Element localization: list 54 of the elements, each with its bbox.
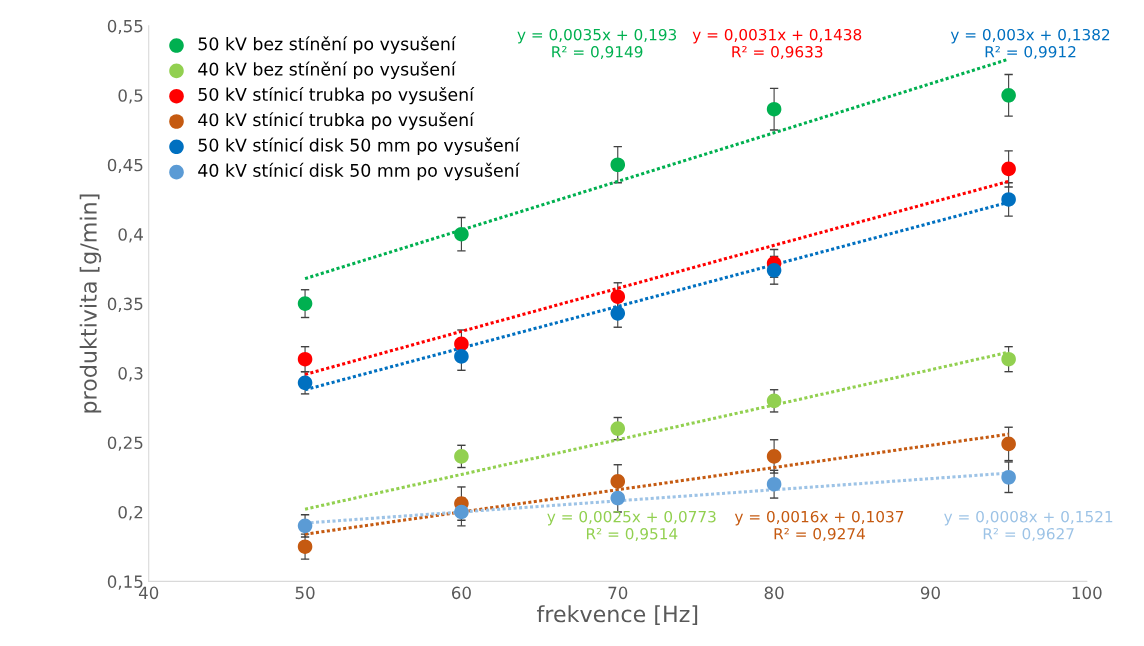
point [610, 157, 626, 173]
y-tick-label: 0,2 [118, 505, 143, 521]
legend-label: 40 kV stínicí trubka po vysušení [198, 112, 475, 130]
point [297, 351, 313, 367]
legend-label: 50 kV stínicí disk 50 mm po vysušení [198, 137, 520, 155]
y-tick-label: 0,25 [107, 436, 143, 451]
point [454, 504, 469, 520]
x-tick-label: 80 [764, 586, 784, 600]
point [610, 490, 626, 506]
y-tick-label: 0,45 [107, 158, 143, 173]
y-tick-label: 0,55 [107, 19, 143, 35]
x-tick-label: 100 [1072, 586, 1102, 600]
point [454, 449, 469, 464]
annotation: y = 0,0035x + 0,193 R² = 0,9149 [517, 28, 677, 60]
point [1001, 436, 1016, 452]
point [610, 306, 626, 321]
legend-label: 50 kV bez stínění po vysušení [198, 36, 457, 54]
point [610, 421, 626, 436]
annotation: y = 0,003x + 0,1382 R² = 0,9912 [950, 28, 1110, 60]
point [766, 476, 782, 492]
legend-label: 40 kV stínicí disk 50 mm po vysušení [198, 162, 520, 181]
annotation: y = 0,0031x + 0,1438 R² = 0,9633 [692, 28, 862, 60]
point [766, 101, 782, 117]
annotation: y = 0,0008x + 0,1521 R² = 0,9627 [944, 510, 1113, 542]
point [1001, 88, 1016, 103]
point [297, 518, 313, 534]
annotation: y = 0,0025x + 0,0773 R² = 0,9514 [547, 510, 716, 542]
point [454, 336, 469, 352]
legend-label: 50 kV stínicí trubka po vysušení [198, 86, 475, 105]
point [1001, 192, 1016, 207]
y-tick-label: 0,35 [107, 297, 143, 312]
x-tick-label: 70 [608, 586, 628, 600]
point [454, 349, 469, 364]
point [1001, 161, 1016, 177]
legend-label: 40 kV bez stínění po vysušení [198, 61, 457, 80]
point [766, 449, 782, 464]
point [454, 226, 469, 242]
point [766, 263, 782, 278]
point [297, 375, 313, 391]
y-tick-label: 0,4 [118, 228, 143, 243]
point [297, 296, 313, 311]
y-axis-title: produktivita [g/min] [79, 194, 102, 413]
x-tick-label: 60 [451, 586, 471, 600]
point [610, 474, 626, 489]
point [766, 393, 782, 409]
point [1001, 469, 1016, 485]
x-tick-label: 90 [920, 586, 940, 600]
y-tick-label: 0,3 [118, 367, 143, 382]
y-tick-label: 0,5 [118, 89, 143, 104]
annotation: y = 0,0016x + 0,1037 R² = 0,9274 [734, 510, 904, 542]
x-tick-label: 50 [295, 586, 315, 600]
point [1001, 351, 1016, 367]
point [610, 289, 626, 304]
x-axis-title: frekvence [Hz] [536, 605, 698, 625]
